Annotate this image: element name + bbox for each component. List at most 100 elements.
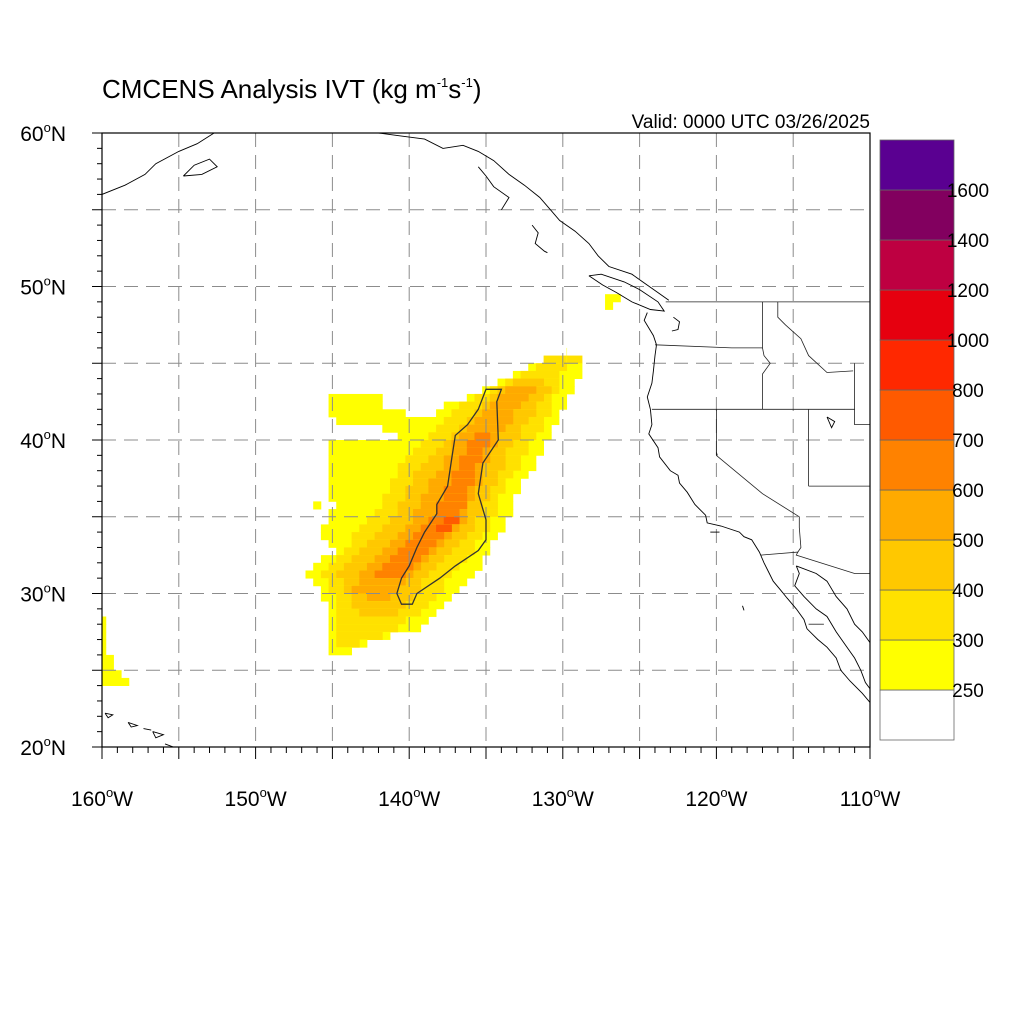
ivt-cell [336, 624, 398, 632]
lat-tick-label: 50oN [20, 274, 66, 300]
lon-tick-label: 110oW [840, 785, 901, 811]
colorbar-label: 700 [952, 431, 984, 452]
colorbar-swatch [880, 390, 954, 440]
coastline-puget-sound [672, 317, 680, 331]
ivt-cell [605, 302, 613, 310]
ivt-cell [467, 440, 490, 448]
colorbar-label: 1200 [947, 281, 989, 302]
ivt-cell [405, 540, 436, 548]
colorbar-swatch [880, 440, 954, 490]
colorbar-swatch [880, 590, 954, 640]
ivt-cell [436, 509, 459, 517]
ivt-cell [336, 640, 359, 648]
ivt-cell [436, 501, 467, 509]
coastline-bc-coast [379, 133, 669, 300]
ivt-cell [375, 570, 406, 578]
ivt-cell [98, 663, 114, 671]
ivt-shading-layer [98, 294, 621, 686]
ivt-cell [451, 471, 474, 479]
colorbar-label: 1000 [947, 331, 989, 352]
colorbar-swatch [880, 640, 954, 690]
ivt-cell [444, 517, 460, 525]
coastline-maui [153, 732, 164, 738]
colorbar-label: 250 [952, 681, 984, 702]
colorbar-swatch [880, 690, 954, 740]
colorbar-label: 1600 [947, 181, 989, 202]
colorbar-label: 500 [952, 531, 984, 552]
border-wa-id [763, 302, 771, 409]
ivt-cell [359, 609, 398, 617]
ivt-cell [474, 432, 490, 440]
coastline-great-salt-lake [827, 417, 835, 428]
coastline-kodiak [183, 159, 217, 176]
colorbar-swatch [880, 140, 954, 190]
ivt-cell [505, 386, 536, 394]
lat-tick-label: 40oN [20, 427, 66, 453]
chart-title: CMCENS Analysis IVT (kg m-1s-1) [102, 74, 482, 104]
lat-tick-label: 20oN [20, 734, 66, 760]
ivt-cell [467, 448, 483, 456]
coastline-molokai [144, 729, 152, 731]
lon-tick-label: 130oW [532, 785, 594, 811]
ivt-cell [444, 494, 467, 502]
coastline-mainland-mexico-coast [796, 566, 870, 643]
ivt-cell [490, 402, 521, 410]
ivt-cell [390, 555, 421, 563]
ivt-cell [459, 455, 482, 463]
valid-time-label: Valid: 0000 UTC 03/26/2025 [632, 112, 870, 133]
lat-tick-label: 30oN [20, 581, 66, 607]
coastline-oahu [128, 722, 137, 727]
lon-tick-label: 150oW [225, 785, 287, 811]
ivt-cell [329, 402, 383, 410]
lon-tick-label: 120oW [685, 785, 747, 811]
coastline-kauai [105, 713, 113, 718]
border-wy [855, 363, 870, 424]
colorbar-swatch [880, 240, 954, 290]
border-id-mt [778, 302, 853, 373]
ivt-cell [474, 417, 513, 425]
border-wa-or [655, 345, 763, 348]
ivt-cell [98, 655, 114, 663]
graticule [102, 133, 870, 747]
colorbar-swatch [880, 340, 954, 390]
coastline-vancouver-island [589, 274, 664, 311]
coastline-alaska-archipelago [478, 167, 509, 210]
colorbar: 250 300 400 500 600 700 800 1000 1200 1400 1600 [880, 140, 989, 740]
ivt-cell [313, 501, 321, 509]
colorbar-label: 1400 [947, 231, 989, 252]
ivt-cell [329, 394, 383, 402]
ivt-cell [352, 601, 406, 609]
colorbar-label: 800 [952, 381, 984, 402]
ivt-cell [336, 632, 382, 640]
colorbar-swatch [880, 540, 954, 590]
ivt-cell [413, 532, 444, 540]
ivt-cell [398, 547, 429, 555]
coastline-guadalupe-island [743, 606, 745, 611]
lon-tick-label: 140oW [378, 785, 440, 811]
colorbar-label: 600 [952, 481, 984, 502]
coastline-haida-gwaii [532, 225, 547, 253]
coastline-hawaii-big-island [165, 744, 182, 755]
border-us-mexico [761, 552, 870, 573]
coastline-us-west-coast [644, 313, 870, 703]
ivt-cell [498, 394, 529, 402]
ivt-cell [451, 478, 474, 486]
lon-tick-label: 160oW [71, 785, 133, 811]
ivt-cell [605, 294, 621, 302]
ivt-cell [98, 678, 129, 686]
colorbar-swatch [880, 490, 954, 540]
longitude-axis-labels: 160oW 150oW 140oW 130oW 120oW 110oW [71, 785, 901, 811]
colorbar-swatch [880, 190, 954, 240]
ivt-cell [329, 409, 406, 417]
ivt-cell [459, 463, 475, 471]
latitude-axis-labels: 60oN 50oN 40oN 30oN 20oN [20, 120, 66, 760]
lat-tick-label: 60oN [20, 120, 66, 146]
border-ca-nv [716, 409, 801, 552]
colorbar-swatch [880, 290, 954, 340]
colorbar-label: 400 [952, 581, 984, 602]
ivt-cell [513, 379, 544, 387]
ivt-cell [352, 586, 398, 594]
colorbar-label: 300 [952, 631, 984, 652]
